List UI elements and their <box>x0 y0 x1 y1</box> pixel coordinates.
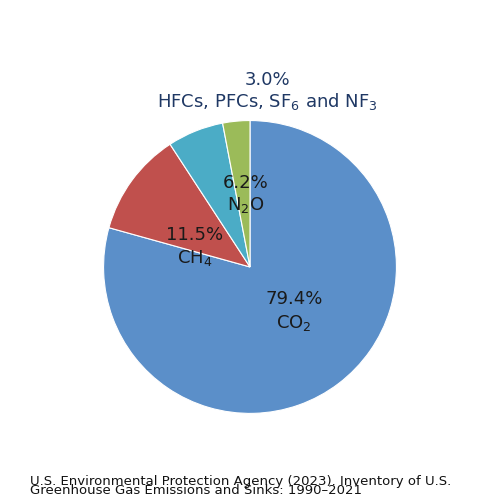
Text: U.S. Environmental Protection Agency (2023). Inventory of U.S.: U.S. Environmental Protection Agency (20… <box>30 474 451 488</box>
Text: CO$_2$: CO$_2$ <box>276 312 312 332</box>
Text: 3.0%: 3.0% <box>245 70 290 88</box>
Text: 6.2%: 6.2% <box>222 174 268 192</box>
Text: N$_2$O: N$_2$O <box>227 196 264 216</box>
Wedge shape <box>170 123 250 267</box>
Text: Greenhouse Gas Emissions and Sinks: 1990–2021: Greenhouse Gas Emissions and Sinks: 1990… <box>30 484 362 498</box>
Text: 79.4%: 79.4% <box>265 290 322 308</box>
Text: CH$_4$: CH$_4$ <box>176 248 212 268</box>
Text: HFCs, PFCs, SF$_6$ and NF$_3$: HFCs, PFCs, SF$_6$ and NF$_3$ <box>158 91 378 112</box>
Text: 11.5%: 11.5% <box>166 226 223 244</box>
Wedge shape <box>222 120 250 267</box>
Wedge shape <box>104 120 397 414</box>
Wedge shape <box>109 144 250 267</box>
